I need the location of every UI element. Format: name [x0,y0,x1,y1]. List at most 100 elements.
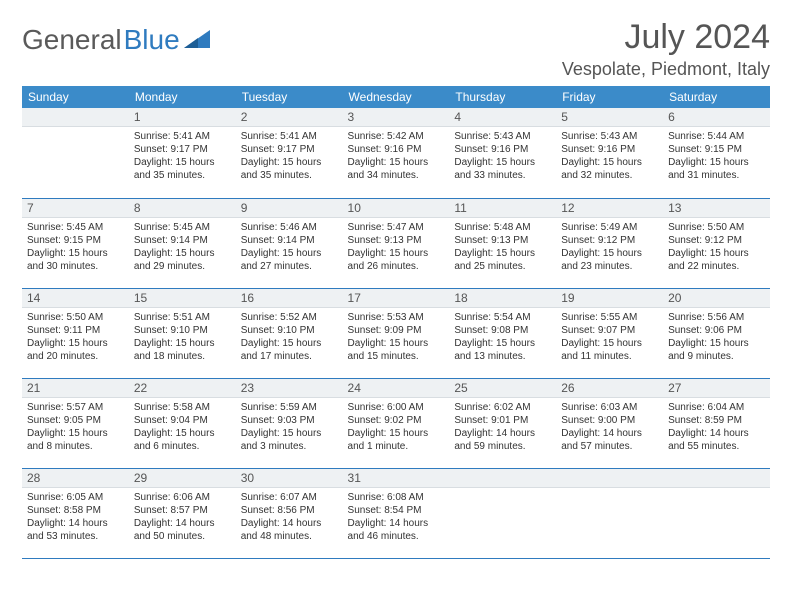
day-line-dl1: Daylight: 15 hours [561,337,658,350]
day-line-dl1: Daylight: 15 hours [134,337,231,350]
day-body: Sunrise: 5:49 AMSunset: 9:12 PMDaylight:… [556,218,663,277]
day-line-set: Sunset: 8:54 PM [348,504,445,517]
day-line-dl2: and 6 minutes. [134,440,231,453]
day-number: 2 [236,108,343,127]
day-line-dl2: and 32 minutes. [561,169,658,182]
calendar-cell: 8Sunrise: 5:45 AMSunset: 9:14 PMDaylight… [129,198,236,288]
day-body: Sunrise: 5:41 AMSunset: 9:17 PMDaylight:… [236,127,343,186]
day-line-rise: Sunrise: 5:45 AM [27,221,124,234]
calendar-week: 14Sunrise: 5:50 AMSunset: 9:11 PMDayligh… [22,288,770,378]
day-line-dl2: and 57 minutes. [561,440,658,453]
day-line-set: Sunset: 9:16 PM [561,143,658,156]
day-body: Sunrise: 6:00 AMSunset: 9:02 PMDaylight:… [343,398,450,457]
day-body: Sunrise: 5:41 AMSunset: 9:17 PMDaylight:… [129,127,236,186]
day-number: 16 [236,289,343,308]
day-line-rise: Sunrise: 5:52 AM [241,311,338,324]
day-line-dl2: and 22 minutes. [668,260,765,273]
day-line-rise: Sunrise: 6:03 AM [561,401,658,414]
day-number: 12 [556,199,663,218]
calendar-week: 1Sunrise: 5:41 AMSunset: 9:17 PMDaylight… [22,108,770,198]
calendar-table: SundayMondayTuesdayWednesdayThursdayFrid… [22,86,770,559]
day-line-set: Sunset: 9:12 PM [668,234,765,247]
calendar-cell: 16Sunrise: 5:52 AMSunset: 9:10 PMDayligh… [236,288,343,378]
calendar-cell: 20Sunrise: 5:56 AMSunset: 9:06 PMDayligh… [663,288,770,378]
day-line-set: Sunset: 8:58 PM [27,504,124,517]
day-number: 23 [236,379,343,398]
day-line-set: Sunset: 9:14 PM [241,234,338,247]
calendar-cell: 24Sunrise: 6:00 AMSunset: 9:02 PMDayligh… [343,378,450,468]
day-line-dl2: and 53 minutes. [27,530,124,543]
weekday-header: Friday [556,86,663,108]
day-line-dl2: and 13 minutes. [454,350,551,363]
day-line-dl1: Daylight: 15 hours [561,247,658,260]
day-number: 7 [22,199,129,218]
day-line-dl1: Daylight: 15 hours [348,247,445,260]
day-body: Sunrise: 5:44 AMSunset: 9:15 PMDaylight:… [663,127,770,186]
day-line-dl1: Daylight: 14 hours [561,427,658,440]
day-line-dl1: Daylight: 15 hours [27,337,124,350]
day-number: 27 [663,379,770,398]
day-line-rise: Sunrise: 5:57 AM [27,401,124,414]
weekday-header: Monday [129,86,236,108]
day-line-set: Sunset: 9:13 PM [454,234,551,247]
day-line-dl2: and 8 minutes. [27,440,124,453]
day-number: 20 [663,289,770,308]
day-line-rise: Sunrise: 5:49 AM [561,221,658,234]
day-line-rise: Sunrise: 5:53 AM [348,311,445,324]
day-line-set: Sunset: 8:59 PM [668,414,765,427]
day-line-set: Sunset: 9:16 PM [454,143,551,156]
day-line-rise: Sunrise: 5:59 AM [241,401,338,414]
day-body: Sunrise: 5:50 AMSunset: 9:12 PMDaylight:… [663,218,770,277]
calendar-cell: 4Sunrise: 5:43 AMSunset: 9:16 PMDaylight… [449,108,556,198]
day-line-rise: Sunrise: 5:47 AM [348,221,445,234]
calendar-header-row: SundayMondayTuesdayWednesdayThursdayFrid… [22,86,770,108]
day-line-rise: Sunrise: 6:00 AM [348,401,445,414]
day-line-set: Sunset: 9:17 PM [241,143,338,156]
day-body: Sunrise: 5:46 AMSunset: 9:14 PMDaylight:… [236,218,343,277]
day-line-dl1: Daylight: 14 hours [348,517,445,530]
day-line-set: Sunset: 9:03 PM [241,414,338,427]
calendar-cell [449,468,556,558]
weekday-header: Tuesday [236,86,343,108]
calendar-cell: 25Sunrise: 6:02 AMSunset: 9:01 PMDayligh… [449,378,556,468]
day-line-set: Sunset: 9:15 PM [27,234,124,247]
day-line-set: Sunset: 9:10 PM [241,324,338,337]
day-number: 5 [556,108,663,127]
day-line-dl1: Daylight: 15 hours [348,427,445,440]
day-line-dl2: and 48 minutes. [241,530,338,543]
weekday-header: Sunday [22,86,129,108]
day-body: Sunrise: 5:51 AMSunset: 9:10 PMDaylight:… [129,308,236,367]
calendar-cell: 3Sunrise: 5:42 AMSunset: 9:16 PMDaylight… [343,108,450,198]
day-number: 6 [663,108,770,127]
day-number: 14 [22,289,129,308]
calendar-cell: 17Sunrise: 5:53 AMSunset: 9:09 PMDayligh… [343,288,450,378]
day-line-rise: Sunrise: 5:43 AM [561,130,658,143]
day-body: Sunrise: 5:47 AMSunset: 9:13 PMDaylight:… [343,218,450,277]
day-line-dl2: and 27 minutes. [241,260,338,273]
day-line-dl1: Daylight: 15 hours [454,337,551,350]
day-number: 15 [129,289,236,308]
day-body: Sunrise: 5:54 AMSunset: 9:08 PMDaylight:… [449,308,556,367]
day-line-dl2: and 15 minutes. [348,350,445,363]
logo-text-1: General [22,24,122,56]
day-line-set: Sunset: 9:09 PM [348,324,445,337]
day-number: 4 [449,108,556,127]
day-line-dl2: and 1 minute. [348,440,445,453]
day-body: Sunrise: 5:58 AMSunset: 9:04 PMDaylight:… [129,398,236,457]
calendar-cell: 14Sunrise: 5:50 AMSunset: 9:11 PMDayligh… [22,288,129,378]
day-number: 9 [236,199,343,218]
weekday-header: Thursday [449,86,556,108]
calendar-body: 1Sunrise: 5:41 AMSunset: 9:17 PMDaylight… [22,108,770,558]
calendar-cell [22,108,129,198]
day-line-rise: Sunrise: 5:42 AM [348,130,445,143]
day-number [449,469,556,488]
day-line-dl1: Daylight: 14 hours [241,517,338,530]
day-body: Sunrise: 5:45 AMSunset: 9:15 PMDaylight:… [22,218,129,277]
day-line-rise: Sunrise: 5:44 AM [668,130,765,143]
day-body: Sunrise: 5:45 AMSunset: 9:14 PMDaylight:… [129,218,236,277]
day-line-dl1: Daylight: 14 hours [668,427,765,440]
day-line-rise: Sunrise: 5:48 AM [454,221,551,234]
day-line-dl2: and 26 minutes. [348,260,445,273]
day-line-dl2: and 50 minutes. [134,530,231,543]
day-body: Sunrise: 5:56 AMSunset: 9:06 PMDaylight:… [663,308,770,367]
